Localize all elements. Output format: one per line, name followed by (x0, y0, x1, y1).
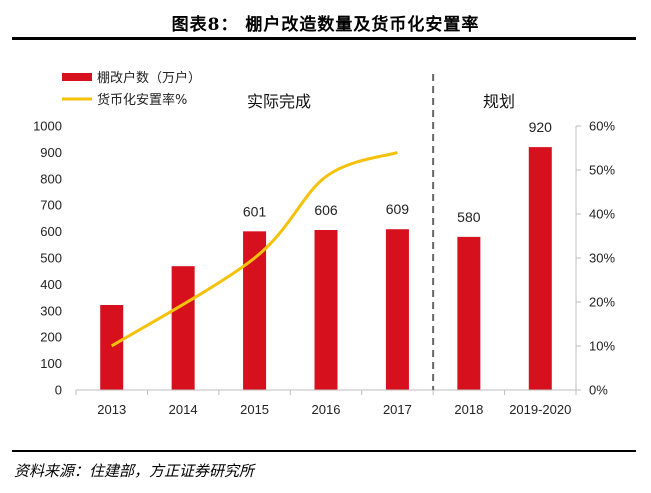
bar (528, 147, 552, 390)
right-axis-tick-label: 0% (589, 383, 608, 398)
bar (314, 230, 338, 390)
bar (100, 304, 124, 390)
left-axis-tick-label: 600 (40, 224, 62, 239)
left-axis-tick-label: 300 (40, 303, 62, 318)
left-axis-tick-label: 400 (40, 277, 62, 292)
bar-data-label: 606 (314, 202, 338, 218)
bar (385, 229, 409, 390)
right-axis-tick-label: 50% (589, 163, 615, 178)
x-axis-tick-label: 2015 (240, 402, 269, 417)
right-axis-tick-label: 10% (589, 339, 615, 354)
right-axis-tick-label: 20% (589, 295, 615, 310)
left-axis-tick-label: 900 (40, 145, 62, 160)
x-axis-tick-label: 2014 (169, 402, 198, 417)
bar-data-label: 609 (386, 201, 410, 217)
left-axis-tick-label: 200 (40, 330, 62, 345)
bar (171, 266, 195, 390)
bar-data-label: 580 (457, 209, 481, 225)
section-label-actual: 实际完成 (247, 92, 311, 111)
left-axis-tick-label: 700 (40, 198, 62, 213)
rate-line (110, 150, 398, 348)
bar (457, 236, 481, 390)
x-axis-tick-label: 2017 (383, 402, 412, 417)
legend-line-label: 货币化安置率% (97, 92, 187, 108)
left-axis-tick-label: 0 (55, 383, 62, 398)
top-rule (12, 37, 636, 40)
source-note: 资料来源：住建部，方正证券研究所 (14, 462, 255, 480)
legend-bar-label: 棚改户数（万户） (97, 70, 201, 86)
x-axis-tick-label: 2016 (312, 402, 341, 417)
left-axis-tick-label: 100 (40, 356, 62, 371)
bar-data-label: 920 (529, 119, 553, 135)
legend-bar-swatch (62, 73, 92, 81)
chart-title: 图表8： 棚户改造数量及货币化安置率 (171, 15, 480, 35)
right-axis-tick-label: 60% (589, 119, 615, 134)
left-axis-tick-label: 500 (40, 251, 62, 266)
right-axis-tick-label: 40% (589, 207, 615, 222)
x-axis-tick-label: 2013 (97, 402, 126, 417)
x-axis-tick-label: 2019-2020 (509, 402, 571, 417)
right-axis-tick-label: 30% (589, 251, 615, 266)
bottom-rule (12, 450, 636, 452)
x-axis-tick-label: 2018 (454, 402, 483, 417)
bar (243, 231, 267, 390)
bar-data-label: 601 (243, 203, 267, 219)
section-label-plan: 规划 (483, 92, 515, 111)
chart-area: 0 100 200 300 400 500 600 700 800 900 1000 0% 10% 20%… (33, 70, 615, 417)
left-axis-tick-label: 800 (40, 171, 62, 186)
left-axis-tick-label: 1000 (33, 119, 62, 134)
